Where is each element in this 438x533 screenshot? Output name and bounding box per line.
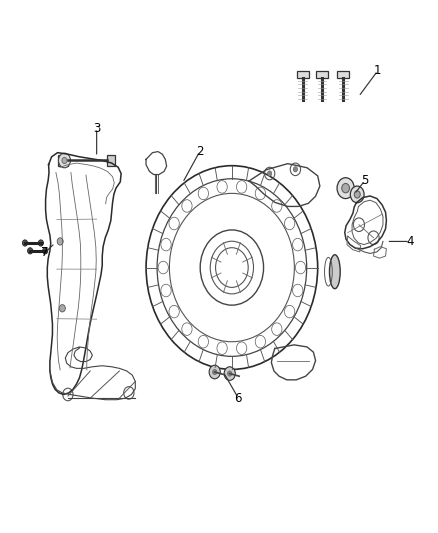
Text: 7: 7 xyxy=(42,246,49,259)
Circle shape xyxy=(224,367,235,381)
Circle shape xyxy=(59,305,65,312)
Bar xyxy=(297,71,309,78)
Text: 4: 4 xyxy=(406,235,414,248)
Circle shape xyxy=(228,371,232,376)
FancyBboxPatch shape xyxy=(106,155,115,166)
Circle shape xyxy=(354,191,360,198)
Bar xyxy=(316,71,328,78)
Text: 1: 1 xyxy=(374,64,381,77)
Circle shape xyxy=(209,365,220,379)
Circle shape xyxy=(28,248,33,254)
Circle shape xyxy=(62,157,67,164)
Circle shape xyxy=(58,153,71,168)
FancyBboxPatch shape xyxy=(58,155,68,166)
Text: 2: 2 xyxy=(196,145,203,158)
Circle shape xyxy=(293,167,297,172)
Circle shape xyxy=(212,369,217,375)
Circle shape xyxy=(342,183,350,193)
Circle shape xyxy=(22,240,28,246)
Circle shape xyxy=(268,171,272,176)
Text: 5: 5 xyxy=(361,174,369,187)
Circle shape xyxy=(42,248,48,254)
Text: 3: 3 xyxy=(93,122,100,134)
Circle shape xyxy=(337,177,354,199)
Text: 6: 6 xyxy=(235,392,242,405)
Circle shape xyxy=(57,238,63,245)
Circle shape xyxy=(350,186,364,203)
Circle shape xyxy=(38,240,43,246)
Ellipse shape xyxy=(329,255,340,289)
Bar xyxy=(337,71,350,78)
